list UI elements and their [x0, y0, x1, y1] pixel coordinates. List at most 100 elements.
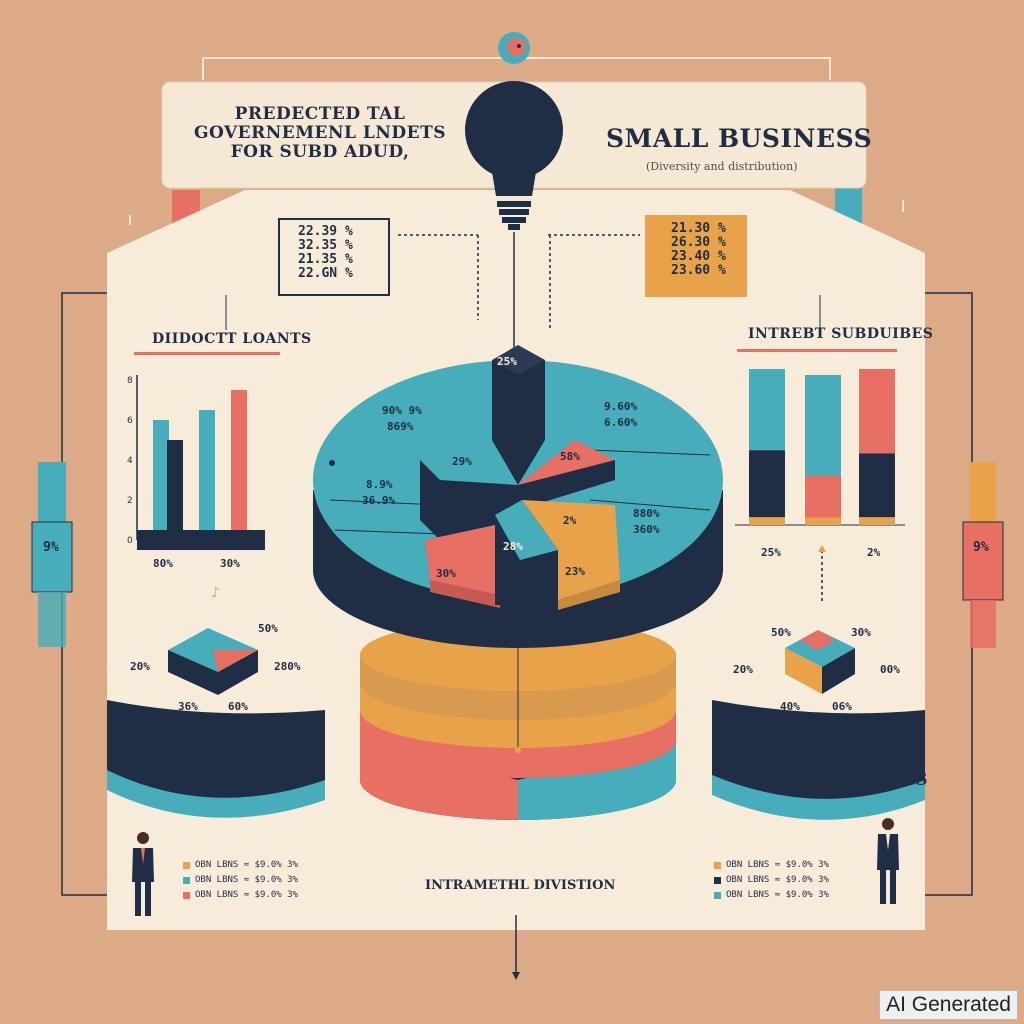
- intrebt-loans-label: INTREBT LOANS: [760, 770, 928, 790]
- pie-slice: [420, 440, 518, 485]
- year-label: 2026: [479, 114, 555, 145]
- sparkle-icon: ♪: [211, 585, 220, 601]
- pie-slice: [425, 525, 500, 595]
- pie-label: 58%: [560, 450, 580, 463]
- right-cube-label-4: 00%: [880, 663, 900, 676]
- bar-segment: [859, 453, 895, 518]
- left-cube-label-2: 20%: [130, 660, 150, 673]
- y-tick-label: 0: [127, 536, 133, 546]
- right-section-underline: [737, 349, 897, 352]
- legend-swatch: [714, 861, 721, 869]
- legend-label: OBN LBNS ≈ $9.0% 3%: [726, 890, 829, 900]
- legend-swatch: [183, 891, 190, 899]
- bar: [153, 420, 169, 530]
- pie-label: 2%: [563, 514, 577, 527]
- left-cube-label-4: 36%: [178, 700, 198, 713]
- bar-segment: [805, 517, 841, 525]
- bar-segment: [859, 517, 895, 525]
- bar-segment: [859, 369, 895, 454]
- bar-segment: [805, 375, 841, 476]
- pie-side-right-2: 6.60%: [604, 416, 638, 429]
- right-x-label-2: 2%: [867, 546, 881, 559]
- legend-swatch: [714, 876, 721, 884]
- bar: [199, 410, 215, 530]
- legend-swatch: [183, 876, 190, 884]
- left-section-label: DIIDOCTT LOANTS: [152, 331, 312, 347]
- right-bar-chart: [735, 369, 905, 526]
- right-x-label-1: 25%: [761, 546, 781, 559]
- left-x-label-2: 30%: [220, 557, 240, 570]
- header-subtitle-right: (Diversity and distribution): [646, 160, 798, 173]
- right-cube-label-6: 06%: [832, 700, 852, 713]
- stat-line: 26.30 %: [671, 235, 726, 250]
- pie-label: 28%: [503, 540, 523, 553]
- legend-swatch: [714, 891, 721, 899]
- stat-line: 21.35 %: [298, 252, 353, 267]
- title-left-line-2: GOVERNEMENL LNDETS: [193, 123, 447, 143]
- stat-line: 23.40 %: [671, 249, 726, 264]
- legend-item: OBN LBNS ≈ $9.0% 3%: [183, 860, 298, 870]
- left-cube-label-3: 280%: [274, 660, 301, 673]
- title-left-line-1: PREDECTED TAL: [234, 104, 406, 124]
- bottom-division-label: INTRAMETHL DIVISTION: [425, 878, 616, 893]
- stat-line: 22.GN %: [298, 266, 353, 281]
- legend-label: OBN LBNS ≈ $9.0% 3%: [195, 890, 298, 900]
- right-cube: [785, 630, 855, 694]
- pie-side-right-4: 360%: [633, 523, 660, 536]
- pie-label: 30%: [436, 567, 456, 580]
- businessman-right-icon: [877, 818, 899, 904]
- legend-label: OBN LBNS ≈ $9.0% 3%: [726, 860, 829, 870]
- legend-label: OBN LBNS ≈ $9.0% 3%: [726, 875, 829, 885]
- left-bar-chart: 8 6 4 2 0: [127, 375, 265, 550]
- pie-label: 29%: [452, 455, 472, 468]
- legend-item: OBN LBNS ≈ $9.0% 3%: [714, 890, 829, 900]
- y-tick-label: 2: [127, 496, 133, 506]
- pie-slices: [420, 345, 620, 610]
- bar: [231, 390, 247, 530]
- y-tick-label: 6: [127, 416, 133, 426]
- pie-side-left-2: 869%: [387, 420, 414, 433]
- legend-swatch: [183, 861, 190, 869]
- right-cube-label-3: 20%: [733, 663, 753, 676]
- businessman-left-icon: [132, 832, 154, 916]
- bar-segment: [749, 369, 785, 451]
- left-x-label-1: 80%: [153, 557, 173, 570]
- left-side-tab-label: 9%: [43, 540, 59, 555]
- pie-slice: [518, 440, 615, 485]
- pie-side-left-4: 36.9%: [362, 494, 396, 507]
- pie-label: 23%: [565, 565, 585, 578]
- bar-segment: [749, 517, 785, 525]
- pie-side-left-3: 8.9%: [366, 478, 393, 491]
- header-title-left: PREDECTED TAL GOVERNEMENL LNDETS FOR SUB…: [190, 105, 450, 162]
- direct-loans-label: DIRECT LOANS: [158, 770, 312, 790]
- ai-generated-badge: AI Generated: [879, 990, 1018, 1020]
- pie-side-right-1: 9.60%: [604, 400, 638, 413]
- right-cube-label-5: 40%: [780, 700, 800, 713]
- legend-item: OBN LBNS ≈ $9.0% 3%: [183, 890, 298, 900]
- legend-item: OBN LBNS ≈ $9.0% 3%: [183, 875, 298, 885]
- stat-line: 22.39 %: [298, 224, 353, 239]
- y-tick-label: 4: [127, 456, 133, 466]
- legend-item: OBN LBNS ≈ $9.0% 3%: [714, 875, 829, 885]
- right-cube-label-2: 30%: [851, 626, 871, 639]
- stat-line: 21.30 %: [671, 221, 726, 236]
- left-cube-label-5: 60%: [228, 700, 248, 713]
- stat-line: 32.35 %: [298, 238, 353, 253]
- left-section-underline: [134, 352, 280, 355]
- title-left-line-3: FOR SUBD ADUD,: [230, 142, 410, 162]
- bar-base: [137, 530, 265, 550]
- legend-label: OBN LBNS ≈ $9.0% 3%: [195, 860, 298, 870]
- stat-box-left: 22.39 % 32.35 % 21.35 % 22.GN %: [278, 218, 390, 296]
- pie-label: 25%: [497, 355, 517, 368]
- stat-box-right: 21.30 % 26.30 % 23.40 % 23.60 %: [645, 215, 747, 297]
- pie-side-right-3: 880%: [633, 507, 660, 520]
- bar-segment: [749, 450, 785, 518]
- bar: [167, 440, 183, 530]
- pie-side-left-1: 90% 9%: [382, 404, 422, 417]
- left-cube-label-1: 50%: [258, 622, 278, 635]
- legend-label: OBN LBNS ≈ $9.0% 3%: [195, 875, 298, 885]
- stat-line: 23.60 %: [671, 263, 726, 278]
- right-cube-label-1: 50%: [771, 626, 791, 639]
- right-section-label: INTREBT SUBDUIBES: [748, 326, 934, 342]
